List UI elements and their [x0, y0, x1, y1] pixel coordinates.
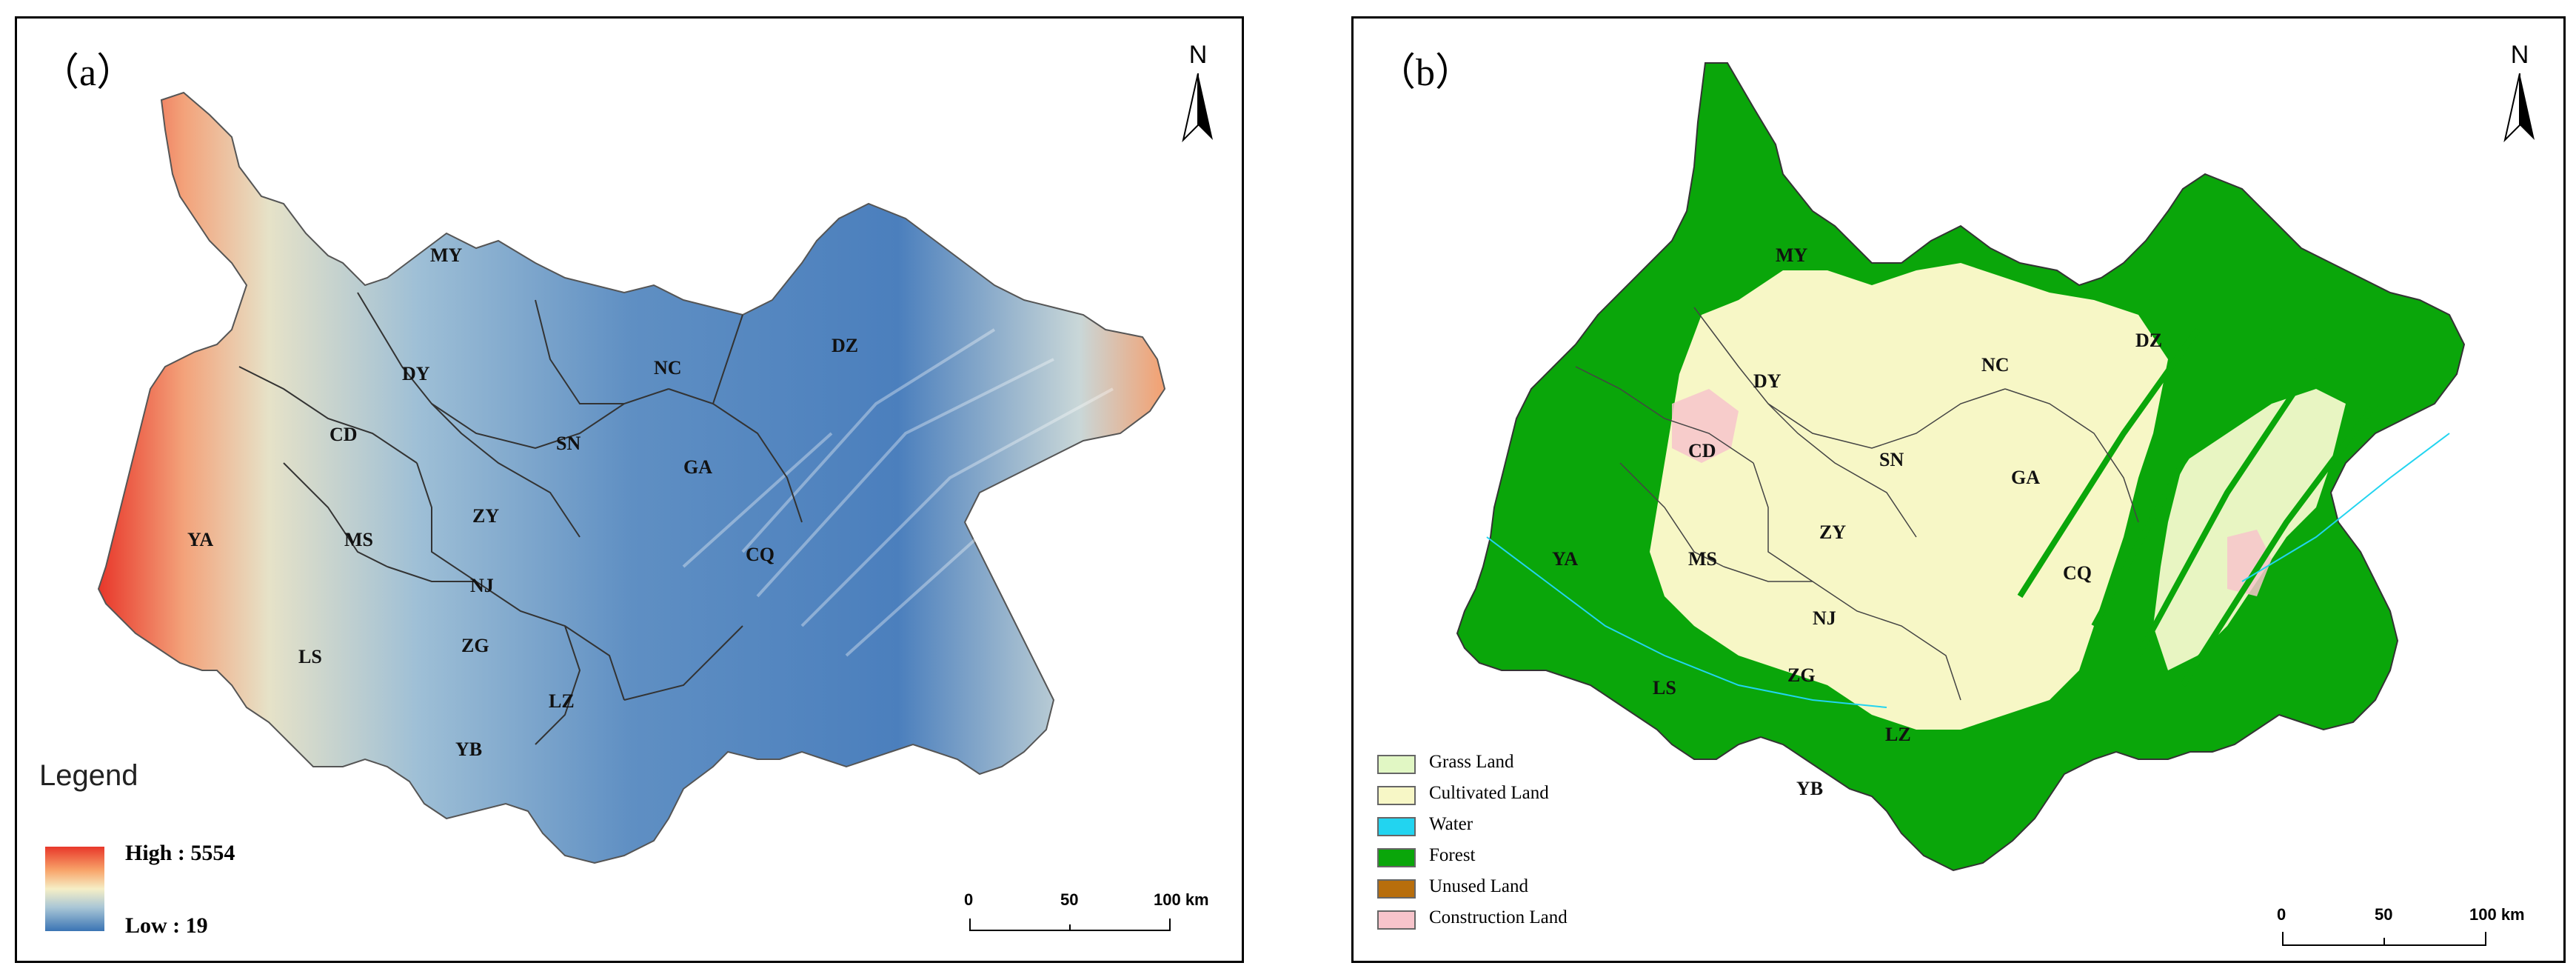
- city-label-ms: MS: [344, 529, 373, 550]
- city-label-cd: CD: [1688, 440, 1716, 461]
- city-label-sn: SN: [556, 433, 581, 454]
- cultivated-area: [1650, 263, 2168, 730]
- cultivated-area-east: [2153, 389, 2346, 670]
- legend-swatch: [1377, 755, 1416, 774]
- legend-label: Construction Land: [1429, 907, 1568, 927]
- district-boundaries: [238, 292, 803, 745]
- legend-item-forest: Forest: [1377, 845, 1644, 870]
- north-arrow: N: [1176, 41, 1220, 152]
- city-label-zy: ZY: [472, 505, 499, 527]
- city-label-ga: GA: [683, 456, 712, 478]
- legend-label: Unused Land: [1429, 876, 1528, 896]
- city-label-dy: DY: [402, 363, 430, 384]
- landuse-map-svg: MY DY CD YA MS LS ZY NJ ZG YB LZ SN NC G…: [1456, 62, 2466, 872]
- legend-label: Water: [1429, 814, 1473, 834]
- city-label-nc: NC: [654, 357, 682, 379]
- legend-item-grass-land: Grass Land: [1377, 752, 1644, 777]
- city-label-nc: NC: [1981, 354, 2010, 376]
- forest-ridges: [2017, 327, 2378, 687]
- panel-a-elevation-map: （a）: [15, 16, 1244, 963]
- legend-label: Cultivated Land: [1429, 783, 1549, 803]
- district-boundaries: [1575, 307, 2139, 701]
- city-label-lz: LZ: [1885, 724, 1911, 745]
- city-label-nj: NJ: [1813, 607, 1836, 629]
- panel-b-label: （b）: [1377, 52, 1474, 94]
- legend-label: Forest: [1429, 845, 1476, 865]
- city-label-my: MY: [1776, 244, 1808, 266]
- city-label-cd: CD: [329, 424, 358, 445]
- city-label-cq: CQ: [2063, 562, 2092, 584]
- north-arrow-icon: [2503, 73, 2535, 143]
- legend-swatch: [1377, 879, 1416, 899]
- city-label-yb: YB: [455, 739, 482, 760]
- city-label-cq: CQ: [746, 544, 775, 565]
- legend-item-water: Water: [1377, 814, 1644, 839]
- rivers: [1486, 433, 2450, 708]
- city-label-ya: YA: [187, 529, 213, 550]
- city-label-ls: LS: [1653, 677, 1676, 699]
- city-label-zg: ZG: [1787, 664, 1816, 686]
- north-label: N: [1188, 41, 1208, 69]
- scale-label-50: 50: [1060, 890, 1079, 909]
- scale-label-50: 50: [2375, 905, 2393, 924]
- city-label-lz: LZ: [549, 690, 575, 712]
- city-label-my: MY: [430, 244, 463, 266]
- elevation-map-svg: MY DY CD YA MS LS ZY NJ ZG YB LZ SN NC G…: [97, 91, 1166, 864]
- city-label-zg: ZG: [461, 635, 489, 656]
- construction-land-chengdu: [1672, 389, 1739, 463]
- scale-label-100km: 100 km: [1154, 890, 1209, 909]
- city-label-sn: SN: [1879, 449, 1904, 470]
- scale-label-0: 0: [964, 890, 974, 909]
- ramp-low-label: Low : 19: [125, 913, 208, 938]
- city-label-dz: DZ: [2135, 330, 2162, 351]
- legend-item-cultivated-land: Cultivated Land: [1377, 783, 1644, 808]
- north-label: N: [2510, 41, 2529, 69]
- scale-label-100km: 100 km: [2469, 905, 2525, 924]
- city-label-ga: GA: [2011, 467, 2040, 488]
- city-label-nj: NJ: [470, 575, 494, 596]
- city-label-ms: MS: [1688, 548, 1717, 570]
- city-label-dy: DY: [1753, 370, 1782, 392]
- city-label-dz: DZ: [832, 335, 858, 356]
- legend-title: Legend: [39, 759, 138, 792]
- north-arrow-icon: [1182, 73, 1213, 143]
- legend-item-unused-land: Unused Land: [1377, 876, 1644, 901]
- ridge-lines: [682, 328, 1114, 657]
- legend-swatch: [1377, 817, 1416, 836]
- scale-label-0: 0: [2277, 905, 2286, 924]
- study-region-elevation: [97, 91, 1166, 864]
- construction-land-chongqing: [2227, 530, 2272, 596]
- legend-label: Grass Land: [1429, 752, 1514, 772]
- elevation-color-ramp: [45, 847, 104, 931]
- legend-swatch: [1377, 910, 1416, 930]
- city-label-zy: ZY: [1819, 521, 1846, 543]
- legend-item-construction-land: Construction Land: [1377, 907, 1644, 933]
- city-label-ls: LS: [298, 646, 322, 667]
- city-labels: MY DY CD YA MS LS ZY NJ ZG YB LZ SN NC G…: [1552, 244, 2162, 799]
- ramp-high-label: High : 5554: [125, 841, 235, 865]
- panel-a-label: （a）: [41, 52, 136, 94]
- north-arrow: N: [2498, 41, 2542, 152]
- legend-swatch: [1377, 786, 1416, 805]
- city-label-yb: YB: [1796, 778, 1823, 799]
- panel-b-landuse-map: （b） MY DY CD: [1351, 16, 2566, 963]
- legend-swatch: [1377, 848, 1416, 867]
- city-labels: MY DY CD YA MS LS ZY NJ ZG YB LZ SN NC G…: [187, 244, 858, 760]
- city-label-ya: YA: [1552, 548, 1578, 570]
